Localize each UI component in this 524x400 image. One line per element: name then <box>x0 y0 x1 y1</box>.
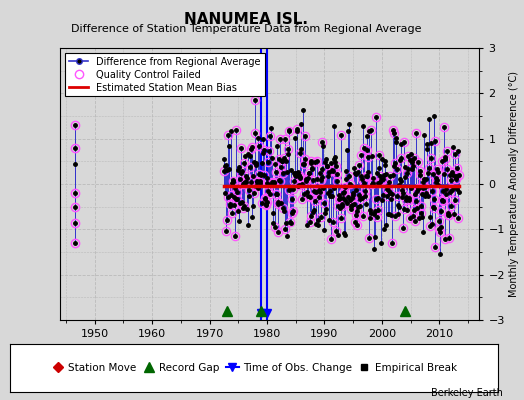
Text: Difference of Station Temperature Data from Regional Average: Difference of Station Temperature Data f… <box>71 24 421 34</box>
Legend: Station Move, Record Gap, Time of Obs. Change, Empirical Break: Station Move, Record Gap, Time of Obs. C… <box>47 359 461 377</box>
Text: NANUMEA ISL.: NANUMEA ISL. <box>184 12 308 27</box>
Legend: Difference from Regional Average, Quality Control Failed, Estimated Station Mean: Difference from Regional Average, Qualit… <box>65 53 265 96</box>
Y-axis label: Monthly Temperature Anomaly Difference (°C): Monthly Temperature Anomaly Difference (… <box>509 71 519 297</box>
Text: Berkeley Earth: Berkeley Earth <box>431 388 503 398</box>
